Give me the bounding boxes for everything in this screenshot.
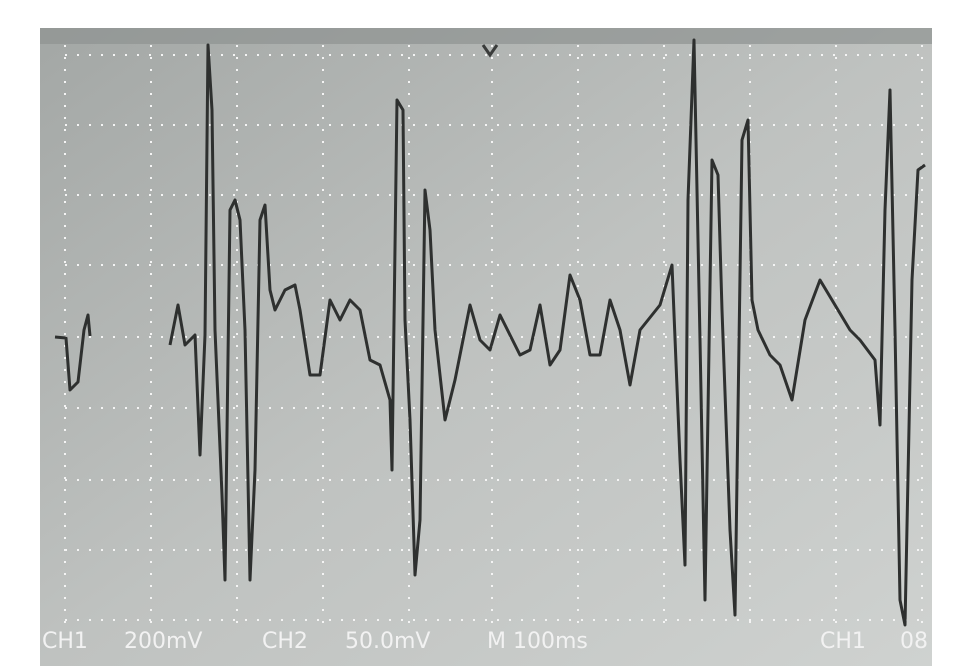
trigger-channel: CH1 xyxy=(820,629,866,654)
graticule xyxy=(64,45,923,625)
timebase: M 100ms xyxy=(487,629,588,654)
ch2-scale: 50.0mV xyxy=(345,629,430,654)
right-margin xyxy=(932,0,961,666)
screen-top-edge xyxy=(40,28,932,44)
trigger-value: 08 xyxy=(900,629,928,654)
ch1-scale: 200mV xyxy=(124,629,202,654)
trace xyxy=(168,38,926,627)
trace-segment xyxy=(54,313,92,392)
trigger-marker xyxy=(481,44,499,58)
ch1-label: CH1 xyxy=(42,629,88,654)
ch2-label: CH2 xyxy=(262,629,308,654)
